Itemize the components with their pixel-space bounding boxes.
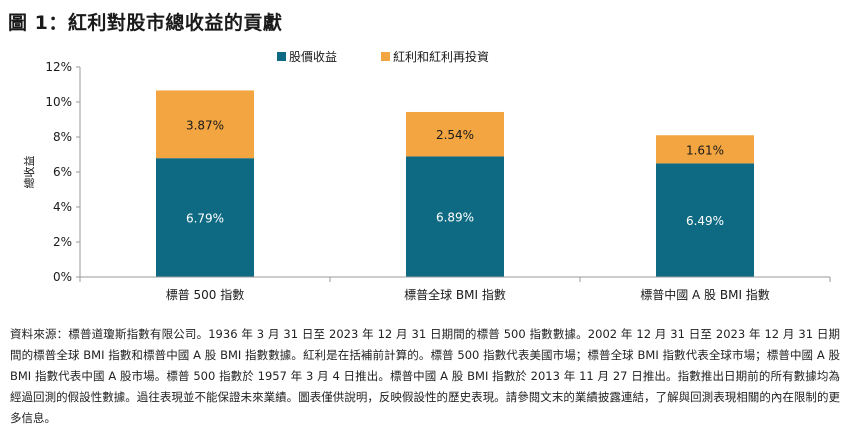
x-category-label: 標普中國 A 股 BMI 指數 (640, 287, 770, 302)
x-axis: 標普 500 指數 標普全球 BMI 指數 標普中國 A 股 BMI 指數 (79, 276, 831, 302)
bar-segment-0-0 (156, 158, 254, 277)
x-category-label: 標普 500 指數 (166, 287, 245, 302)
legend-swatch-1 (381, 52, 390, 61)
data-label-0-2: 6.49% (686, 214, 724, 228)
stacked-bar-chart: 股價收益 紅利和紅利再投資 0% 2% 4% 6% 8% 10% 12% 總收益 6.79% 3.… (22, 49, 831, 302)
y-tick-label: 4% (53, 200, 72, 214)
legend-label-0: 股價收益 (289, 50, 337, 64)
y-axis-title: 總收益 (22, 156, 36, 189)
y-tick-label: 12% (45, 60, 72, 74)
y-tick-label: 6% (53, 165, 72, 179)
data-label-1-2: 1.61% (686, 143, 724, 157)
bar-segment-1-1 (406, 111, 504, 157)
y-tick-label: 10% (45, 95, 72, 109)
bar-segment-0-2 (656, 163, 754, 277)
data-label-0-0: 6.79% (186, 212, 224, 226)
bar-segment-1-2 (656, 135, 754, 164)
data-label-1-0: 3.87% (186, 118, 224, 132)
chart-legend: 股價收益 紅利和紅利再投資 (277, 49, 489, 64)
bar-segment-0-1 (406, 156, 504, 277)
y-tick-label: 2% (53, 235, 72, 249)
legend-label-1: 紅利和紅利再投資 (393, 49, 489, 64)
source-footnote: 資料來源：標普道瓊斯指數有限公司。1936 年 3 月 31 日至 2023 年… (10, 327, 840, 425)
bars-area: 6.79% 3.87% 6.89% 2.54% 6.49% 1.61% (156, 90, 754, 277)
x-category-label: 標普全球 BMI 指數 (404, 287, 506, 302)
bar-segment-1-0 (156, 90, 254, 159)
legend-swatch-0 (277, 52, 286, 61)
y-tick-label: 8% (53, 130, 72, 144)
data-label-0-1: 6.89% (436, 211, 474, 225)
chart-title: 圖 1：紅利對股市總收益的貢獻 (8, 12, 283, 34)
y-axis: 0% 2% 4% 6% 8% 10% 12% 總收益 (22, 60, 81, 284)
y-tick-label: 0% (53, 270, 72, 284)
data-label-1-1: 2.54% (436, 128, 474, 142)
